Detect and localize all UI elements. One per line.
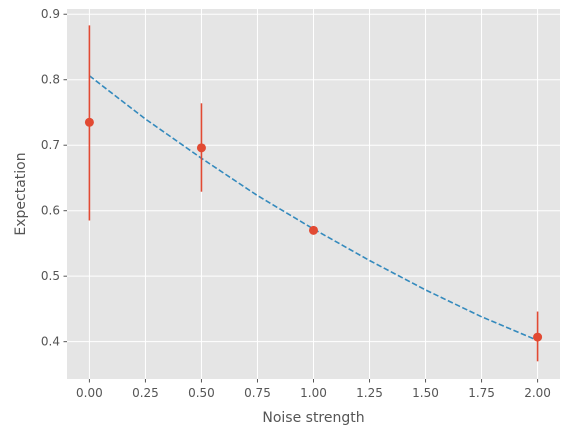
data-points-layer <box>84 25 543 362</box>
data-point <box>196 143 206 153</box>
fit-line-layer <box>88 75 538 342</box>
data-point <box>309 225 318 235</box>
y-axis-label: Expectation <box>13 152 29 235</box>
fit-line <box>88 75 538 342</box>
x-tick-label: 0.50 <box>188 386 215 400</box>
y-tick-label: 0.4 <box>41 335 60 349</box>
x-axis-label: Noise strength <box>262 410 364 426</box>
x-tick-label: 1.75 <box>468 386 495 400</box>
x-tick-label: 1.00 <box>300 386 327 400</box>
y-tick-label: 0.5 <box>41 269 60 283</box>
x-tick-label: 0.25 <box>132 386 159 400</box>
y-tick-label: 0.7 <box>41 138 60 152</box>
tick-labels: 0.00 0.25 0.50 0.75 1.00 1.25 1.50 1.75 2.00 0.4 0… <box>41 7 551 400</box>
y-tick-label: 0.6 <box>41 204 60 218</box>
x-tick-label: 2.00 <box>524 386 551 400</box>
x-tick-label: 0.00 <box>76 386 103 400</box>
x-tick-label: 1.50 <box>412 386 439 400</box>
data-point <box>533 332 543 342</box>
grid <box>67 9 560 379</box>
x-tick-label: 1.25 <box>356 386 383 400</box>
y-tick-label: 0.8 <box>41 73 60 87</box>
x-tick-label: 0.75 <box>244 386 271 400</box>
y-tick-label: 0.9 <box>41 7 60 21</box>
data-point <box>84 117 94 127</box>
